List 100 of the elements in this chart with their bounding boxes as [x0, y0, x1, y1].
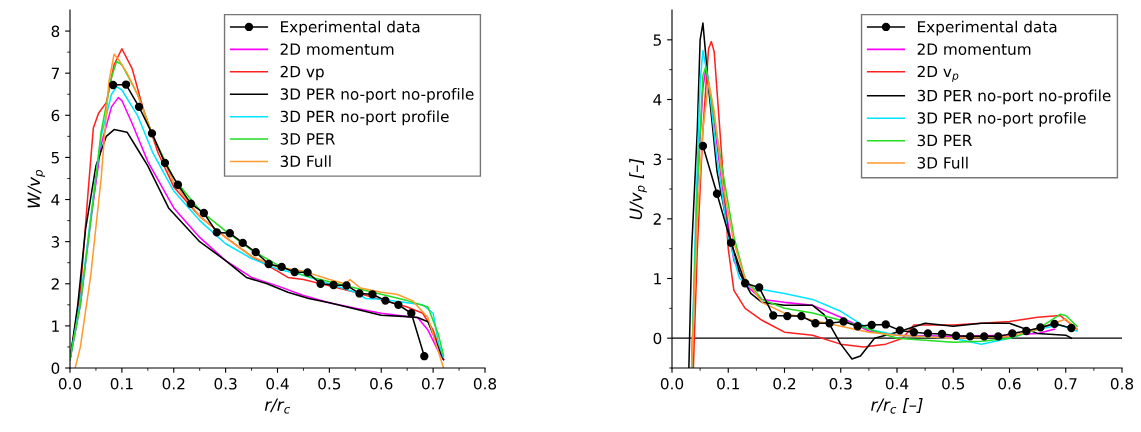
point [937, 329, 947, 339]
legend-label: 3D Full [917, 156, 968, 169]
legend-label: 2D v$_{p}$ [917, 65, 959, 82]
point [740, 279, 750, 288]
point [134, 102, 144, 112]
x-tick-label: 0.4 [266, 377, 289, 390]
point [316, 279, 325, 288]
point [1036, 323, 1045, 332]
point [394, 300, 403, 309]
point [212, 228, 221, 237]
point [199, 208, 209, 218]
point [895, 326, 904, 335]
point [173, 180, 183, 189]
point [147, 129, 157, 138]
y-tick-label: 7 [51, 67, 59, 79]
y-tick-label: 0 [51, 362, 60, 375]
legend-label: 2D momentum [917, 43, 1031, 55]
point [755, 283, 764, 292]
point [420, 352, 429, 361]
x-axis-title: r/r$_{c}$ [–] [871, 398, 923, 414]
x-tick-label: 0.8 [473, 377, 497, 390]
point [867, 320, 876, 330]
legend-label: 2D momentum [280, 43, 394, 55]
x-tick-label: 0.1 [110, 377, 133, 390]
legend-label: Experimental data [918, 20, 1057, 36]
point [881, 320, 890, 329]
legend-label: 3D PER no-port no-profile [917, 89, 1111, 105]
x-tick-label: 0.6 [998, 377, 1021, 390]
point [160, 158, 170, 168]
point [329, 280, 338, 290]
point [225, 229, 234, 238]
point [951, 331, 961, 340]
x-tick-label: 0.2 [162, 377, 185, 390]
y-tick-label: 8 [51, 25, 60, 38]
point [825, 319, 834, 328]
point [980, 332, 989, 341]
y-tick-label: 4 [653, 94, 662, 106]
y-tick-label: 0 [653, 332, 662, 345]
point [698, 141, 708, 151]
point [1008, 329, 1017, 338]
x-axis-title: r/r$_{c}$ [264, 398, 290, 414]
y-tick-label: 5 [51, 152, 59, 164]
point [381, 296, 390, 305]
x-tick-label: 0.3 [829, 377, 852, 390]
point [251, 248, 260, 257]
y-tick-label: 3 [653, 153, 662, 166]
point [726, 238, 736, 247]
point [121, 80, 131, 89]
x-tick-label: 0.8 [1110, 377, 1134, 390]
legend-label: 3D PER no-port profile [917, 111, 1086, 127]
point [797, 311, 806, 321]
point [853, 322, 862, 331]
point [186, 199, 196, 208]
point [769, 311, 778, 320]
x-tick-label: 0.1 [717, 377, 739, 390]
point [264, 259, 273, 269]
point [277, 262, 286, 272]
y-tick-label: 2 [653, 213, 661, 225]
point [811, 319, 820, 328]
point [712, 189, 722, 198]
point [923, 329, 933, 338]
y-tick-label: 4 [51, 194, 60, 206]
legend-label: 3D PER no-port no-profile [280, 87, 474, 103]
point [355, 289, 364, 298]
point [238, 238, 247, 248]
y-tick-label: 1 [52, 320, 59, 332]
x-tick-label: 0.2 [773, 377, 796, 390]
point [342, 281, 351, 290]
y-tick-label: 3 [51, 236, 60, 248]
y-tick-label: 1 [654, 273, 661, 285]
point [108, 80, 118, 90]
point [965, 332, 975, 341]
x-tick-label: 0.6 [370, 377, 393, 390]
point [368, 290, 377, 299]
y-axis-title: W/v$_{p}$ [27, 170, 45, 208]
point [783, 311, 792, 321]
x-tick-label: 0.0 [660, 377, 684, 390]
point [909, 328, 919, 337]
point [839, 317, 848, 326]
legend-label: Experimental data [281, 20, 420, 36]
x-tick-label: 0.0 [58, 377, 82, 390]
legend-label: 3D Full [280, 155, 331, 168]
y-tick-label: 6 [51, 109, 60, 122]
x-tick-label: 0.3 [214, 377, 237, 390]
legend-label: 2D vp [280, 65, 324, 81]
point [1050, 319, 1059, 329]
x-tick-label: 0.5 [318, 377, 341, 390]
point [1022, 326, 1031, 336]
legend-label: 3D PER [917, 134, 972, 147]
x-tick-label: 0.5 [942, 377, 965, 390]
y-axis-title: U/v$_{p}$ [–] [629, 158, 647, 220]
point [407, 309, 416, 318]
point [994, 332, 1003, 341]
x-tick-label: 0.7 [1054, 377, 1077, 390]
x-tick-label: 0.7 [421, 377, 444, 390]
x-tick-label: 0.4 [885, 377, 909, 390]
point [1067, 323, 1076, 333]
legend-label: 3D PER no-port profile [280, 110, 449, 126]
point [290, 267, 299, 277]
point [303, 268, 312, 277]
